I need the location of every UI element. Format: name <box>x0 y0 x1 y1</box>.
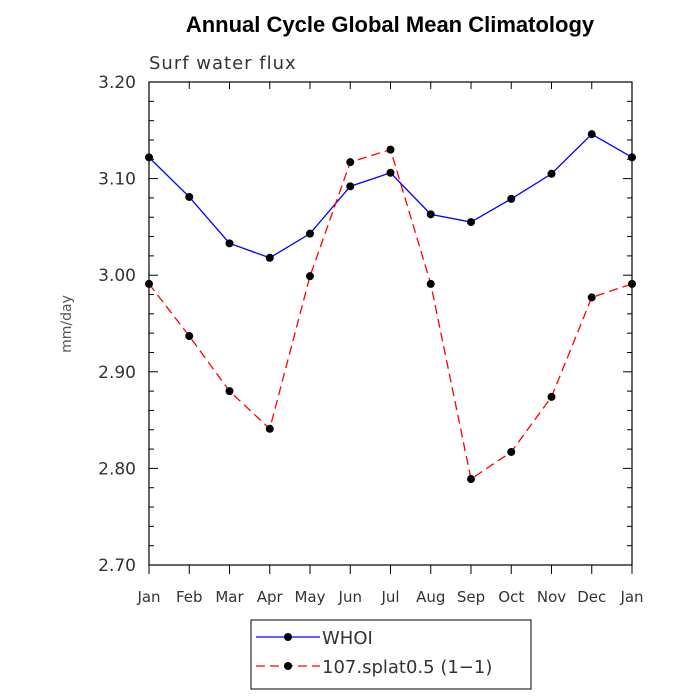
legend: WHOI 107.splat0.5 (1−1) <box>250 619 532 690</box>
data-point <box>225 239 234 248</box>
legend-marker <box>284 662 292 670</box>
series-layer <box>145 130 636 484</box>
data-point <box>225 387 234 396</box>
data-point <box>346 158 355 167</box>
x-tick-label: Apr <box>257 588 284 606</box>
x-tick-label: Nov <box>537 588 566 606</box>
data-point <box>145 153 153 162</box>
data-point <box>145 279 153 288</box>
x-tick-label: Jul <box>380 588 399 606</box>
y-tick-label: 3.20 <box>98 73 136 93</box>
data-point <box>628 279 636 288</box>
y-axis-title: mm/day <box>59 295 75 353</box>
data-point <box>587 130 596 139</box>
x-tick-label: Feb <box>176 588 203 606</box>
x-tick-label: Jan <box>619 588 643 606</box>
data-point <box>346 182 355 191</box>
x-tick-label: Jun <box>338 588 362 606</box>
data-point <box>306 272 314 281</box>
data-point <box>426 279 435 288</box>
data-point <box>426 210 435 219</box>
x-tick-label: Sep <box>457 588 485 606</box>
x-tick-label: Oct <box>498 588 524 606</box>
y-tick-label: 3.00 <box>98 266 136 286</box>
y-tick-label: 2.70 <box>98 556 136 576</box>
plot-frame <box>148 81 633 566</box>
x-tick-label: Mar <box>215 588 244 606</box>
x-tick-label: Aug <box>416 588 445 606</box>
data-point <box>467 218 475 227</box>
y-tick-label: 3.10 <box>98 170 136 190</box>
legend-box <box>250 619 532 690</box>
chart-title: Annual Cycle Global Mean Climatology <box>186 12 595 37</box>
data-point <box>386 145 395 154</box>
series-2 <box>145 145 636 484</box>
x-tick-label: May <box>294 588 325 606</box>
data-point <box>185 192 194 201</box>
data-point <box>265 253 274 262</box>
data-point <box>628 153 636 162</box>
data-point <box>185 332 194 341</box>
chart-subtitle: Surf water flux <box>149 53 297 74</box>
legend-marker <box>284 633 292 641</box>
y-tick-label: 2.90 <box>98 363 136 383</box>
series-line <box>148 148 633 481</box>
data-point <box>265 424 274 433</box>
data-point <box>547 392 556 401</box>
axis-ticks: 2.70 2.80 2.90 3.00 3.10 3.20 Jan Feb Mar Apr May J… <box>98 73 643 606</box>
data-point <box>467 475 475 484</box>
y-tick-label: 2.80 <box>98 459 136 479</box>
data-point <box>547 169 556 178</box>
x-tick-label: Dec <box>577 588 606 606</box>
legend-label: WHOI <box>322 628 373 649</box>
data-point <box>507 194 516 203</box>
data-point <box>587 293 596 302</box>
data-point <box>306 229 314 238</box>
series-1 <box>145 130 636 262</box>
legend-label: 107.splat0.5 (1−1) <box>322 657 492 678</box>
data-point <box>507 447 516 456</box>
data-point <box>386 168 395 177</box>
x-tick-label: Jan <box>136 588 160 606</box>
